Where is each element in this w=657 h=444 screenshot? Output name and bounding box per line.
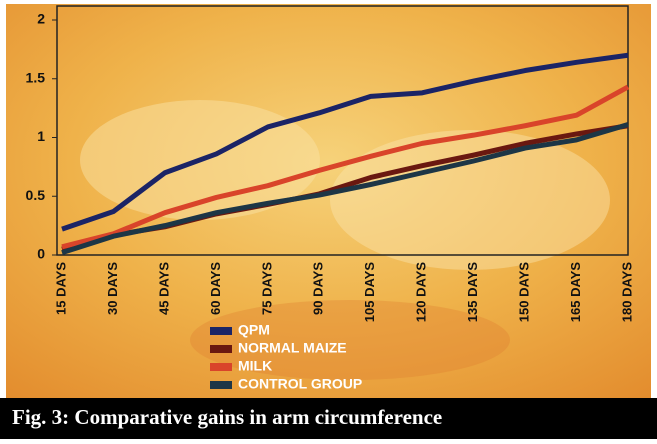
x-tick-label: 165 DAYS xyxy=(568,262,583,323)
x-tick-label: 45 DAYS xyxy=(156,262,171,315)
x-tick-label: 120 DAYS xyxy=(414,262,429,323)
figure: Fig. 3: Comparative gains in arm circumf… xyxy=(0,0,657,439)
legend-label: CONTROL GROUP xyxy=(238,376,362,392)
legend-label: NORMAL MAIZE xyxy=(238,340,347,356)
caption: Fig. 3: Comparative gains in arm circumf… xyxy=(12,405,442,429)
y-tick-label: 1.5 xyxy=(26,69,46,85)
legend-swatch xyxy=(210,345,232,353)
x-tick-label: 30 DAYS xyxy=(105,262,120,315)
y-tick-label: 0.5 xyxy=(26,187,46,203)
bg-highlight xyxy=(330,130,610,270)
y-tick-label: 1 xyxy=(37,128,45,144)
x-tick-label: 105 DAYS xyxy=(362,262,377,323)
legend-label: MILK xyxy=(238,358,272,374)
x-tick-label: 75 DAYS xyxy=(259,262,274,315)
x-tick-label: 90 DAYS xyxy=(311,262,326,315)
x-tick-label: 180 DAYS xyxy=(619,262,634,323)
y-tick-label: 2 xyxy=(37,11,45,27)
y-tick-label: 0 xyxy=(37,246,45,262)
legend-swatch xyxy=(210,327,232,335)
legend-swatch xyxy=(210,381,232,389)
x-tick-label: 135 DAYS xyxy=(465,262,480,323)
x-tick-label: 60 DAYS xyxy=(208,262,223,315)
x-tick-label: 15 DAYS xyxy=(53,262,68,315)
legend-swatch xyxy=(210,363,232,371)
legend-label: QPM xyxy=(238,322,270,338)
x-tick-label: 150 DAYS xyxy=(517,262,532,323)
